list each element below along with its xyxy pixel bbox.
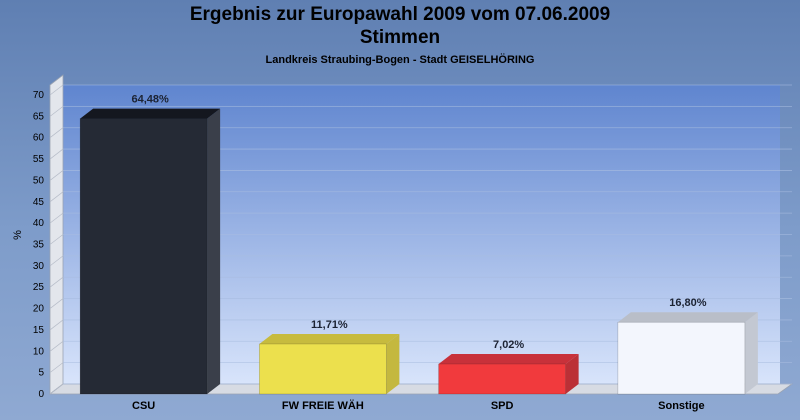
y-tick-label: 40	[33, 218, 45, 229]
chart-subtitle: Stimmen	[359, 27, 441, 48]
gridline-side	[49, 276, 64, 288]
gridline-side	[49, 191, 64, 203]
y-tick-label: 0	[38, 389, 44, 400]
gridline-side	[49, 106, 64, 117]
x-category-label: Sonstige	[658, 400, 704, 412]
gridline-side	[49, 234, 64, 245]
x-category-label: SPD	[491, 400, 514, 412]
y-axis-label: %	[12, 230, 24, 240]
gridline-side	[49, 170, 64, 181]
gridline-side	[49, 362, 64, 373]
y-tick-label: 70	[33, 90, 45, 101]
gridline-side	[49, 383, 64, 395]
gridline-side	[49, 319, 64, 331]
y-tick-label: 65	[33, 111, 45, 122]
y-tick-label: 35	[33, 240, 45, 251]
gridline-side	[49, 341, 64, 352]
y-tick-label: 20	[33, 304, 45, 315]
y-tick-label: 45	[33, 197, 45, 208]
y-tick-label: 10	[33, 346, 45, 357]
bar-side	[565, 354, 579, 394]
y-tick-label: 5	[38, 368, 44, 379]
y-tick-label: 25	[33, 282, 45, 293]
gridline-side	[49, 255, 64, 267]
y-tick-label: 55	[33, 154, 45, 165]
bar	[79, 118, 208, 395]
chart-title: Ergebnis zur Europawahl 2009 vom 07.06.2…	[189, 4, 611, 25]
bar-value-label: 64,48%	[131, 94, 169, 106]
bar	[259, 343, 387, 395]
bar	[617, 321, 746, 395]
bar-side	[207, 108, 221, 395]
bar-side	[744, 312, 758, 394]
y-tick-label: 30	[33, 261, 45, 272]
bar-value-label: 16,80%	[669, 297, 707, 309]
bar-value-label: 11,71%	[311, 319, 348, 331]
gridline-side	[49, 148, 64, 160]
bar	[438, 363, 566, 395]
x-category-label: FW FREIE WÄH	[282, 399, 364, 412]
bar-top	[438, 354, 579, 365]
y-tick-label: 60	[33, 133, 45, 144]
gridline-side	[49, 84, 64, 96]
bar-top	[259, 333, 400, 344]
bar-top	[617, 312, 758, 323]
y-tick-label: 15	[33, 325, 45, 336]
gridline-side	[49, 298, 64, 309]
gridline-side	[49, 212, 64, 224]
y-tick-label: 50	[33, 175, 45, 186]
bar-value-label: 7,02%	[493, 339, 524, 351]
x-category-label: CSU	[132, 400, 155, 412]
bar-side	[386, 333, 400, 394]
bar-top	[80, 108, 221, 119]
gridline-side	[49, 127, 64, 138]
chart-region: Landkreis Straubing-Bogen - Stadt GEISEL…	[265, 54, 535, 66]
